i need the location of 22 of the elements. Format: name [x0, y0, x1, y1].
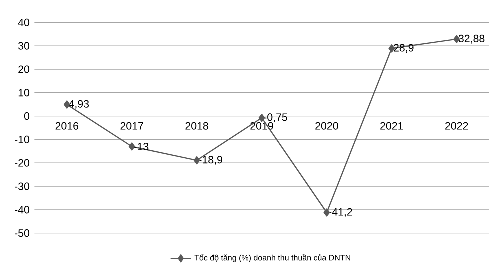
- x-tick-label: 2020: [316, 122, 338, 130]
- y-tick-label: -20: [15, 159, 30, 167]
- x-tick-label: 2022: [446, 122, 468, 130]
- y-tick-label: 0: [24, 112, 30, 120]
- x-tick-label: 2021: [380, 122, 404, 130]
- y-tick-label: 40: [18, 18, 30, 26]
- x-tick-label: 2017: [120, 122, 144, 130]
- x-tick-label: 2016: [56, 122, 79, 130]
- y-tick-label: -40: [15, 206, 30, 214]
- y-tick-label: -30: [15, 182, 30, 190]
- data-label: -0,75: [264, 114, 288, 122]
- legend-label: Tốc độ tăng (%) doanh thu thuần của DNTN: [194, 254, 350, 262]
- data-label: -18,9: [199, 156, 222, 165]
- x-tick-label: 2018: [186, 122, 208, 130]
- y-tick-label: 30: [18, 42, 30, 50]
- data-label: 32,88: [458, 34, 485, 44]
- y-tick-label: 10: [18, 89, 30, 97]
- data-label: -41,2: [329, 208, 352, 218]
- y-tick-label: -50: [15, 230, 30, 238]
- data-label: 4,93: [68, 100, 90, 110]
- y-tick-label: -10: [15, 136, 30, 144]
- y-tick-label: 20: [18, 66, 30, 74]
